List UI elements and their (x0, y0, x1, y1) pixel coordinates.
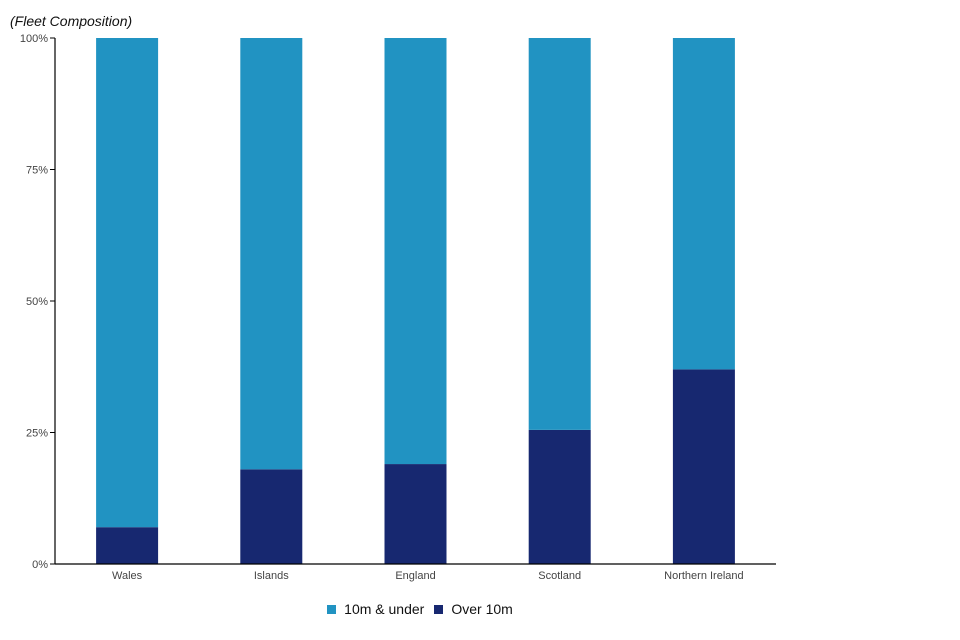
x-tick-label: Scotland (538, 570, 581, 582)
y-tick-label: 50% (26, 296, 48, 308)
legend-label-10m-under: 10m & under (344, 601, 425, 617)
bar-over-10m-islands (240, 469, 303, 564)
bar-10m-under-england (384, 38, 447, 465)
x-tick-label: Islands (254, 570, 289, 582)
bar-over-10m-scotland (528, 429, 591, 564)
legend-swatch-10m-under (327, 604, 337, 614)
y-tick-label: 75% (26, 165, 48, 177)
legend-swatch-over-10m (434, 604, 444, 614)
chart-title: (Fleet Composition) (10, 13, 133, 29)
bar-over-10m-england (384, 464, 447, 564)
y-tick-label: 100% (20, 33, 48, 45)
legend: 10m & under Over 10m (0, 601, 840, 617)
x-tick-label: England (395, 570, 435, 582)
y-tick-label: 0% (32, 559, 48, 571)
x-tick-label: Northern Ireland (664, 570, 744, 582)
legend-item-over-10m[interactable]: Over 10m (434, 601, 513, 617)
bar-over-10m-northern-ireland (672, 369, 735, 564)
legend-label-over-10m: Over 10m (451, 601, 513, 617)
legend-item-10m-under[interactable]: 10m & under (327, 601, 424, 617)
chart-plot: Wales Islands England Scotland Northern Irel… (20, 33, 776, 582)
bar-10m-under-wales (96, 38, 159, 528)
bar-over-10m-wales (96, 527, 159, 564)
y-tick-label: 25% (26, 428, 48, 440)
x-tick-label: Wales (112, 570, 143, 582)
bar-10m-under-scotland (528, 38, 591, 430)
bar-10m-under-northern-ireland (672, 38, 735, 370)
bar-10m-under-islands (240, 38, 303, 470)
